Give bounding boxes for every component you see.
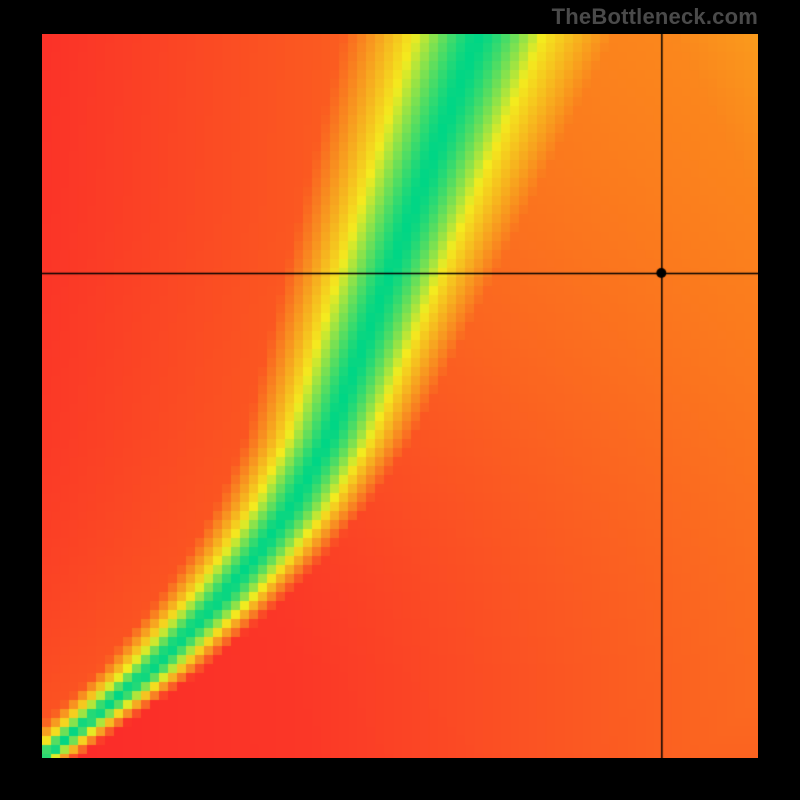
heatmap-canvas xyxy=(42,34,758,758)
watermark-text: TheBottleneck.com xyxy=(552,4,758,30)
chart-container: TheBottleneck.com xyxy=(0,0,800,800)
